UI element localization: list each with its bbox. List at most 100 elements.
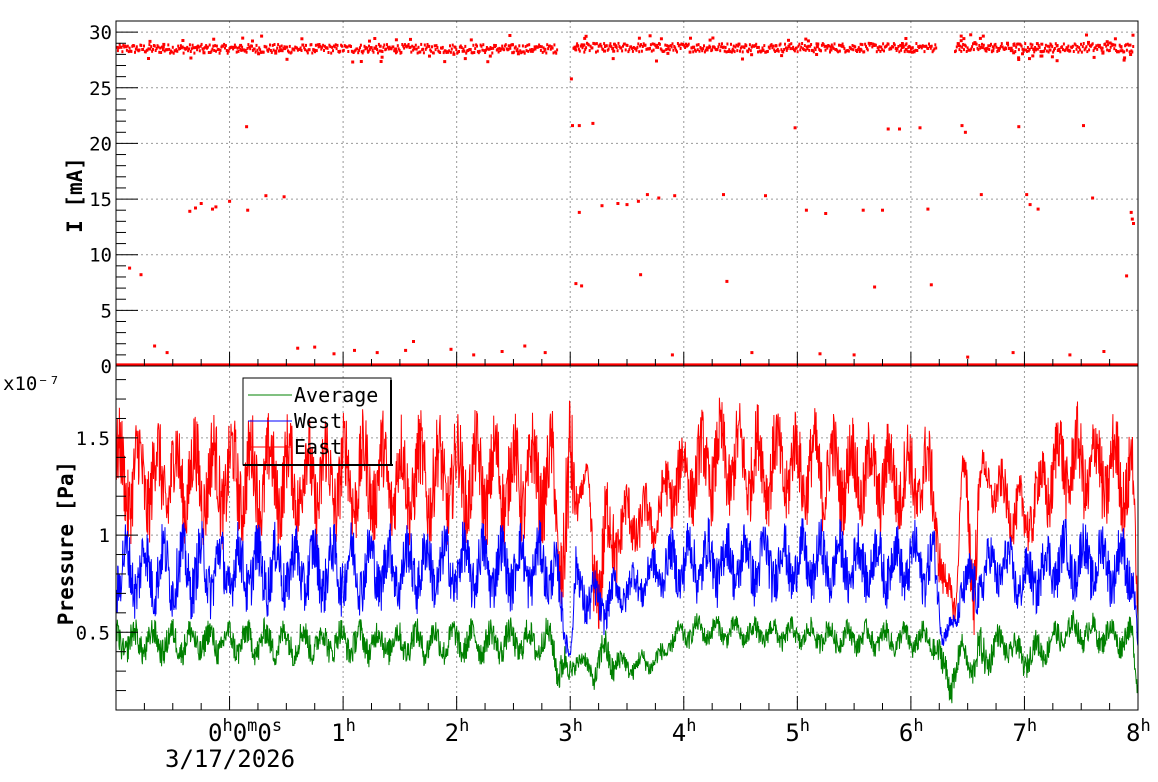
current-band-point — [422, 47, 424, 51]
current-band-outlier — [1085, 33, 1088, 37]
current-band-outlier — [774, 44, 778, 48]
current-band-point — [965, 50, 968, 53]
current-band-outlier — [761, 48, 765, 52]
current-band-point — [116, 49, 119, 53]
current-band-point — [331, 45, 334, 49]
current-band-point — [442, 51, 445, 55]
current-band-point — [655, 45, 658, 49]
current-band-outlier — [750, 53, 754, 57]
current-band-point — [887, 42, 890, 46]
current-band-point — [934, 43, 937, 47]
current-band-point — [741, 50, 744, 54]
current-band-point — [808, 48, 811, 52]
current-band-point — [802, 48, 805, 52]
current-band-point — [1101, 46, 1104, 50]
current-band-point — [1022, 49, 1025, 53]
current-band-point — [159, 46, 162, 50]
current-band-point — [407, 43, 410, 46]
current-band-point — [481, 48, 484, 52]
current-band-point — [214, 44, 217, 48]
current-band-point — [409, 45, 412, 49]
current-band-outlier — [956, 42, 960, 46]
current-band-point — [541, 50, 544, 54]
current-band-outlier — [1048, 48, 1052, 52]
current-band-point — [356, 47, 359, 51]
current-band-point — [362, 49, 365, 53]
current-band-point — [484, 51, 487, 54]
current-band-point — [972, 42, 974, 46]
current-band-point — [928, 42, 930, 46]
current-band-point — [734, 45, 737, 49]
current-band-point — [1081, 45, 1084, 49]
current-band-point — [786, 46, 789, 50]
current-band-point — [1010, 46, 1013, 50]
current-point — [1017, 125, 1021, 129]
current-band-point — [125, 48, 128, 52]
current-band-point — [523, 51, 526, 55]
current-band-point — [692, 50, 695, 54]
current-point — [188, 209, 192, 213]
current-band-point — [1009, 49, 1012, 53]
current-band-point — [1020, 44, 1023, 48]
current-band-outlier — [829, 48, 833, 52]
current-band-point — [182, 51, 185, 55]
current-band-point — [721, 42, 723, 46]
current-band-point — [1052, 50, 1055, 54]
current-band-point — [958, 48, 961, 52]
current-band-point — [729, 50, 732, 54]
current-band-point — [497, 50, 500, 54]
current-band-point — [858, 50, 861, 53]
pressure-multiplier-label: x10⁻⁷ — [3, 373, 60, 395]
current-band-point — [317, 45, 320, 49]
current-band-point — [963, 48, 965, 52]
current-band-point — [515, 49, 518, 53]
current-band-point — [449, 44, 451, 48]
current-band-point — [903, 50, 906, 54]
current-band-point — [400, 50, 403, 54]
current-band-point — [215, 49, 217, 53]
current-band-point — [210, 49, 213, 53]
current-band-point — [789, 47, 792, 51]
current-band-point — [166, 48, 169, 52]
current-point — [824, 212, 828, 215]
current-band-point — [780, 48, 783, 52]
current-band-point — [720, 45, 723, 49]
current-point — [577, 124, 581, 128]
current-band-point — [1001, 45, 1004, 49]
current-grid — [116, 21, 1139, 367]
current-band-point — [740, 45, 743, 49]
current-band-point — [723, 49, 726, 53]
current-band-point — [1127, 43, 1130, 47]
current-band-point — [366, 46, 369, 50]
current-band-point — [861, 43, 864, 47]
current-band-point — [900, 48, 903, 52]
current-band-point — [416, 51, 419, 55]
current-band-point — [980, 45, 983, 49]
current-band-point — [188, 47, 190, 51]
current-band-point — [368, 44, 370, 48]
current-band-point — [1125, 48, 1128, 52]
current-band-point — [357, 51, 360, 55]
current-point — [1125, 274, 1129, 278]
current-band-point — [901, 42, 904, 46]
current-band-point — [709, 45, 712, 49]
current-band-point — [539, 45, 541, 48]
current-band-point — [149, 47, 152, 51]
current-band-outlier — [731, 48, 735, 52]
current-band-point — [865, 44, 867, 48]
current-band-point — [799, 48, 802, 52]
current-band-point — [745, 44, 748, 48]
current-band-point — [224, 46, 226, 50]
current-band-point — [246, 46, 249, 50]
current-band-point — [224, 44, 227, 48]
current-band-point — [685, 42, 687, 46]
current-band-point — [1030, 46, 1033, 49]
current-point — [1132, 222, 1135, 225]
current-band-point — [222, 44, 225, 48]
current-point — [591, 121, 595, 125]
current-band-point — [1011, 49, 1014, 53]
current-band-point — [444, 49, 447, 53]
current-band-point — [537, 45, 540, 49]
current-band-point — [329, 45, 332, 49]
current-band-point — [896, 47, 899, 51]
